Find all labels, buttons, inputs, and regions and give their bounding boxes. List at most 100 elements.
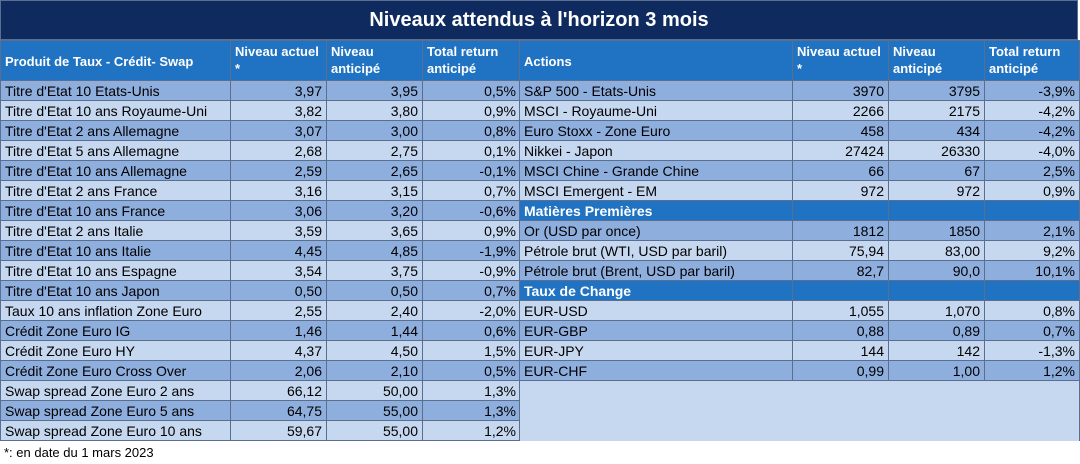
- expected-level-cell: 55,00: [326, 420, 423, 441]
- expected-level-cell: 3795: [888, 80, 985, 101]
- row-label: Or (USD par once): [519, 220, 793, 241]
- expected-level-cell: 90,0: [888, 260, 985, 281]
- row-label: Titre d'Etat 2 ans Italie: [0, 220, 231, 241]
- expected-level-cell: 2175: [888, 100, 985, 121]
- header-expected-level: Niveau anticipé: [888, 40, 985, 81]
- current-level-cell: 0,99: [792, 360, 889, 381]
- expected-level-cell: 3,75: [326, 260, 423, 281]
- total-return-cell: 1,2%: [984, 360, 1080, 381]
- expected-level-cell: 972: [888, 180, 985, 201]
- total-return-cell: -4,2%: [984, 100, 1080, 121]
- current-level-cell: 1812: [792, 220, 889, 241]
- table-row: Pétrole brut (Brent, USD par baril) 82,7 9…: [519, 260, 1080, 281]
- row-label: S&P 500 - Etats-Unis: [519, 80, 793, 101]
- current-level-cell: 3,54: [230, 260, 327, 281]
- current-level-cell: 0,88: [792, 320, 889, 341]
- total-return-cell: 0,8%: [422, 120, 521, 141]
- current-level-cell: 2,59: [230, 160, 327, 181]
- current-level-cell: 66: [792, 160, 889, 181]
- section-label: Taux de Change: [519, 280, 793, 301]
- row-label: Taux 10 ans inflation Zone Euro: [0, 300, 231, 321]
- total-return-cell: 9,2%: [984, 240, 1080, 261]
- page-title: Niveaux attendus à l'horizon 3 mois: [0, 0, 1078, 40]
- row-label: MSCI Chine - Grande Chine: [519, 160, 793, 181]
- total-return-cell: 0,5%: [422, 360, 521, 381]
- table-row: Swap spread Zone Euro 2 ans 66,12 50,00 1,3…: [0, 380, 521, 401]
- equities-commodities-fx-table: Actions Niveau actuel * Niveau anticipé Tot…: [519, 40, 1080, 441]
- table-row: Titre d'Etat 10 Etats-Unis 3,97 3,95 0,5%: [0, 80, 521, 101]
- row-label: EUR-GBP: [519, 320, 793, 341]
- expected-level-cell: 2,75: [326, 140, 423, 161]
- expected-level-cell: 3,80: [326, 100, 423, 121]
- section-filler-cell: [984, 280, 1080, 301]
- empty-row: [519, 420, 1080, 441]
- row-label: Crédit Zone Euro HY: [0, 340, 231, 361]
- total-return-cell: 0,9%: [422, 220, 521, 241]
- current-level-cell: 2266: [792, 100, 889, 121]
- total-return-cell: 0,7%: [422, 180, 521, 201]
- table-row: Titre d'Etat 2 ans Allemagne 3,07 3,00 0,8%: [0, 120, 521, 141]
- expected-level-cell: 0,50: [326, 280, 423, 301]
- expected-level-cell: 50,00: [326, 380, 423, 401]
- table-row: Titre d'Etat 5 ans Allemagne 2,68 2,75 0,1%: [0, 140, 521, 161]
- section-filler-cell: [888, 200, 985, 221]
- total-return-cell: -0,9%: [422, 260, 521, 281]
- current-level-cell: 64,75: [230, 400, 327, 421]
- table-row: EUR-GBP 0,88 0,89 0,7%: [519, 320, 1080, 341]
- row-label: EUR-JPY: [519, 340, 793, 361]
- total-return-cell: -0,1%: [422, 160, 521, 181]
- row-label: Titre d'Etat 10 ans Espagne: [0, 260, 231, 281]
- table-row: Titre d'Etat 10 ans Royaume-Uni 3,82 3,80 0…: [0, 100, 521, 121]
- current-level-cell: 66,12: [230, 380, 327, 401]
- total-return-cell: -1,3%: [984, 340, 1080, 361]
- table-row: Or (USD par once) 1812 1850 2,1%: [519, 220, 1080, 241]
- table-row: MSCI - Royaume-Uni 2266 2175 -4,2%: [519, 100, 1080, 121]
- table-row: Crédit Zone Euro HY 4,37 4,50 1,5%: [0, 340, 521, 361]
- section-row: Taux de Change: [519, 280, 1080, 301]
- header-row: Produit de Taux - Crédit- Swap Niveau act…: [0, 40, 521, 81]
- table-row: Pétrole brut (WTI, USD par baril) 75,94 83…: [519, 240, 1080, 261]
- table-row: EUR-CHF 0,99 1,00 1,2%: [519, 360, 1080, 381]
- current-level-cell: 458: [792, 120, 889, 141]
- expected-level-cell: 3,95: [326, 80, 423, 101]
- table-row: Taux 10 ans inflation Zone Euro 2,55 2,40-…: [0, 300, 521, 321]
- row-label: EUR-USD: [519, 300, 793, 321]
- header-name: Produit de Taux - Crédit- Swap: [0, 40, 231, 81]
- row-label: Titre d'Etat 10 ans Italie: [0, 240, 231, 261]
- empty-cell: [519, 380, 1080, 401]
- table-row: Titre d'Etat 10 ans Italie 4,45 4,85 -1,9%: [0, 240, 521, 261]
- row-label: Crédit Zone Euro Cross Over: [0, 360, 231, 381]
- expected-level-cell: 55,00: [326, 400, 423, 421]
- row-label: Titre d'Etat 10 ans Japon: [0, 280, 231, 301]
- current-level-cell: 3,16: [230, 180, 327, 201]
- expected-level-cell: 3,20: [326, 200, 423, 221]
- total-return-cell: 0,6%: [422, 320, 521, 341]
- total-return-cell: 0,7%: [984, 320, 1080, 341]
- row-label: Euro Stoxx - Zone Euro: [519, 120, 793, 141]
- row-label: Crédit Zone Euro IG: [0, 320, 231, 341]
- row-label: Pétrole brut (Brent, USD par baril): [519, 260, 793, 281]
- total-return-cell: -4,0%: [984, 140, 1080, 161]
- total-return-cell: 1,2%: [422, 420, 521, 441]
- current-level-cell: 3970: [792, 80, 889, 101]
- current-level-cell: 4,37: [230, 340, 327, 361]
- total-return-cell: 2,5%: [984, 160, 1080, 181]
- row-label: Titre d'Etat 10 ans France: [0, 200, 231, 221]
- current-level-cell: 59,67: [230, 420, 327, 441]
- table-row: Titre d'Etat 10 ans France 3,06 3,20 -0,6%: [0, 200, 521, 221]
- empty-cell: [519, 420, 1080, 441]
- header-total-return: Total return anticipé: [984, 40, 1080, 81]
- expected-level-cell: 1,070: [888, 300, 985, 321]
- current-level-cell: 2,68: [230, 140, 327, 161]
- current-level-cell: 3,82: [230, 100, 327, 121]
- table-row: Titre d'Etat 2 ans France 3,16 3,15 0,7%: [0, 180, 521, 201]
- empty-cell: [519, 400, 1080, 421]
- table-row: Crédit Zone Euro IG 1,46 1,44 0,6%: [0, 320, 521, 341]
- expected-level-cell: 3,00: [326, 120, 423, 141]
- current-level-cell: 3,07: [230, 120, 327, 141]
- row-label: EUR-CHF: [519, 360, 793, 381]
- section-filler-cell: [792, 280, 889, 301]
- row-label: Titre d'Etat 2 ans Allemagne: [0, 120, 231, 141]
- table-row: Titre d'Etat 10 ans Allemagne 2,59 2,65 -0,…: [0, 160, 521, 181]
